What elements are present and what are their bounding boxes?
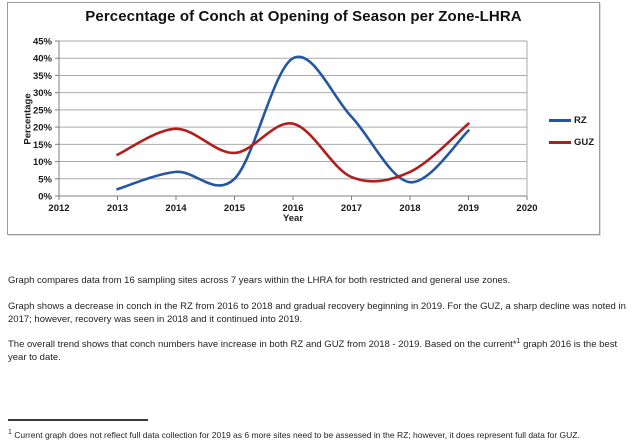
y-tick-label: 10% [33, 157, 53, 168]
legend-label: GUZ [574, 137, 595, 148]
plot-area: 0% 5% 10% 15% 20% 25% 30% 35% 40% 45% 2012 2013 2014… [33, 37, 538, 215]
legend-line-swatch [549, 119, 571, 122]
chart-legend: RZ GUZ [549, 115, 594, 148]
chart-container: Percecntage of Conch at Opening of Seaso… [7, 2, 600, 235]
y-tick-label: 30% [33, 88, 53, 99]
body-text: Graph compares data from 16 sampling sit… [8, 274, 628, 364]
x-tick-label: 2017 [341, 203, 362, 214]
legend-item-guz: GUZ [549, 137, 594, 148]
y-tick-label: 15% [33, 140, 53, 151]
paragraph-2: Graph shows a decrease in conch in the R… [8, 300, 626, 325]
paragraph-3-text-end: graph 2016 is the best year to date. [8, 339, 618, 363]
x-tick-label: 2016 [282, 203, 303, 214]
x-tick-label: 2020 [516, 203, 537, 214]
paragraph-1: Graph compares data from 16 sampling sit… [8, 275, 511, 286]
legend-item-rz: RZ [549, 115, 594, 126]
paragraph-3-text: The overall trend shows that conch numbe… [8, 339, 517, 350]
chart-title: Percecntage of Conch at Opening of Seaso… [85, 8, 522, 25]
x-tick-label: 2012 [48, 203, 69, 214]
footnote-marker: 1 [8, 429, 12, 437]
y-tick-label: 0% [38, 192, 52, 203]
footnote-separator [8, 419, 148, 421]
y-tick-label: 35% [33, 71, 53, 82]
footnote-body: Current graph does not reflect full data… [11, 430, 580, 440]
x-tick-label: 2015 [224, 203, 246, 214]
y-tick-label: 25% [33, 105, 53, 116]
legend-line-swatch [549, 141, 571, 144]
x-axis-title: Year [282, 213, 304, 224]
y-tick-label: 5% [38, 174, 52, 185]
series-line-guz [116, 122, 470, 183]
y-tick-label: 45% [33, 37, 53, 48]
footnote: 1 Current graph does not reflect full da… [8, 419, 628, 441]
x-tick-label: 2019 [458, 203, 479, 214]
x-tick-label: 2014 [165, 203, 187, 214]
series-line-rz [116, 55, 470, 191]
footnote-text: 1 Current graph does not reflect full da… [8, 429, 628, 441]
y-tick-label: 40% [33, 54, 53, 65]
x-tick-label: 2013 [107, 203, 128, 214]
y-tick-label: 20% [33, 123, 53, 134]
legend-label: RZ [574, 115, 587, 126]
footnote-reference: 1 [516, 337, 521, 345]
x-tick-label: 2018 [399, 203, 420, 214]
paragraph-3: The overall trend shows that conch numbe… [8, 338, 628, 364]
